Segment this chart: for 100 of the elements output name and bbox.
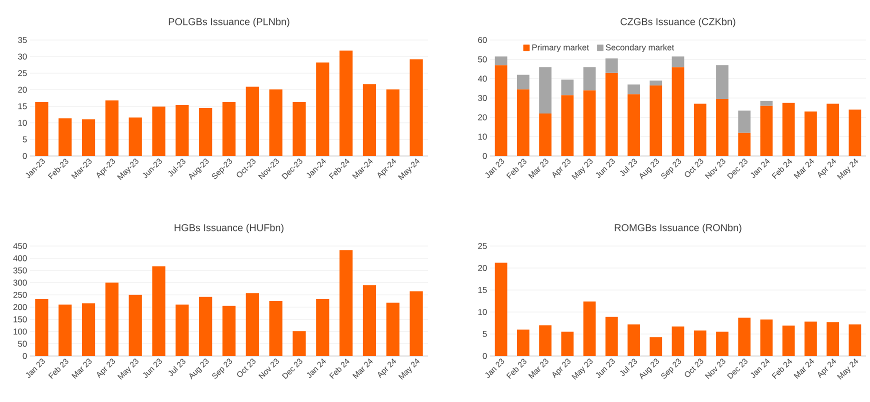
bar <box>516 74 530 90</box>
bar <box>152 266 166 356</box>
bar <box>716 65 728 99</box>
bar <box>628 84 640 94</box>
bar <box>583 90 596 156</box>
y-tick-label: 10 <box>18 120 27 126</box>
bar <box>628 94 640 156</box>
bar <box>292 331 306 356</box>
y-tick-label: 25 <box>478 243 487 249</box>
y-tick-label: 40 <box>478 76 487 82</box>
chart-title: ROMGBs Issuance (RONbn) <box>614 224 742 234</box>
y-tick-label: 200 <box>13 304 27 310</box>
bar <box>269 301 282 356</box>
bar <box>804 112 817 156</box>
bar <box>539 113 552 156</box>
y-tick-label: 15 <box>18 103 27 110</box>
bar <box>605 316 618 356</box>
bar <box>782 102 795 156</box>
bar <box>494 262 508 356</box>
legend-label: Primary market <box>532 44 589 52</box>
y-tick-label: 30 <box>18 54 27 60</box>
bar <box>650 337 662 356</box>
bar <box>826 104 840 156</box>
bar <box>362 285 376 356</box>
chart-title: POLGBs Issuance (PLNbn) <box>168 18 290 28</box>
bar <box>58 304 72 356</box>
bar <box>672 67 684 156</box>
bar <box>848 110 862 156</box>
y-tick-label: 0 <box>22 153 27 159</box>
y-tick-label: 10 <box>478 134 487 140</box>
bar <box>105 282 118 356</box>
y-tick-label: 250 <box>13 292 27 298</box>
chart-title: CZGBs Issuance (CZKbn) <box>620 18 736 28</box>
bar <box>848 324 862 356</box>
y-tick-label: 0 <box>22 353 27 359</box>
bar <box>222 102 236 156</box>
bar <box>782 326 795 356</box>
bar <box>650 85 662 156</box>
bar <box>340 50 353 156</box>
y-tick-label: 25 <box>18 70 27 76</box>
bar <box>561 80 574 96</box>
bar <box>561 332 574 356</box>
chart-title: HGBs Issuance (HUFbn) <box>174 224 284 234</box>
bar <box>760 106 773 156</box>
bar <box>605 58 618 73</box>
bar <box>386 302 400 356</box>
bar <box>269 89 282 156</box>
y-tick-label: 30 <box>478 95 487 101</box>
y-tick-label: 5 <box>482 331 487 337</box>
bar <box>410 291 423 356</box>
y-tick-label: 20 <box>18 86 27 93</box>
bar <box>246 293 259 356</box>
bar <box>246 86 259 156</box>
bar <box>340 250 353 356</box>
bar <box>176 104 189 156</box>
legend-label: Secondary market <box>606 44 674 52</box>
bar <box>539 67 552 114</box>
bar <box>152 106 166 156</box>
bar <box>494 65 508 156</box>
y-tick-label: 150 <box>14 316 27 322</box>
y-tick-label: 10 <box>478 309 487 315</box>
bar <box>628 324 640 356</box>
bar <box>605 72 618 156</box>
bar <box>105 100 118 156</box>
y-tick-label: 5 <box>22 136 27 142</box>
bar <box>176 304 189 356</box>
bar <box>738 132 751 156</box>
bar <box>583 67 596 90</box>
bar <box>694 330 706 356</box>
bar <box>292 102 306 156</box>
bar <box>410 59 423 156</box>
bar <box>516 330 530 356</box>
bar <box>58 118 72 156</box>
bar <box>716 332 728 356</box>
y-tick-label: 50 <box>18 340 27 347</box>
y-tick-label: 0 <box>482 353 487 359</box>
y-tick-label: 35 <box>18 37 27 43</box>
y-tick-label: 0 <box>482 153 487 159</box>
bar <box>35 299 48 356</box>
bar <box>583 301 596 356</box>
bar <box>82 119 96 156</box>
bar <box>760 100 773 106</box>
bar <box>82 303 96 356</box>
bar <box>494 56 508 66</box>
bar <box>362 84 376 156</box>
bar <box>128 294 142 356</box>
bar <box>35 102 48 156</box>
bar <box>650 80 662 86</box>
bar <box>826 322 840 356</box>
y-tick-label: 350 <box>13 267 27 274</box>
y-tick-label: 20 <box>478 265 487 271</box>
bar <box>539 325 552 356</box>
y-tick-label: 400 <box>13 255 27 262</box>
bar <box>561 95 574 156</box>
bar <box>199 108 212 156</box>
bar <box>694 104 706 156</box>
y-tick-label: 450 <box>13 243 27 249</box>
bar <box>386 89 400 156</box>
bar <box>672 326 684 356</box>
y-tick-label: 100 <box>14 328 27 335</box>
